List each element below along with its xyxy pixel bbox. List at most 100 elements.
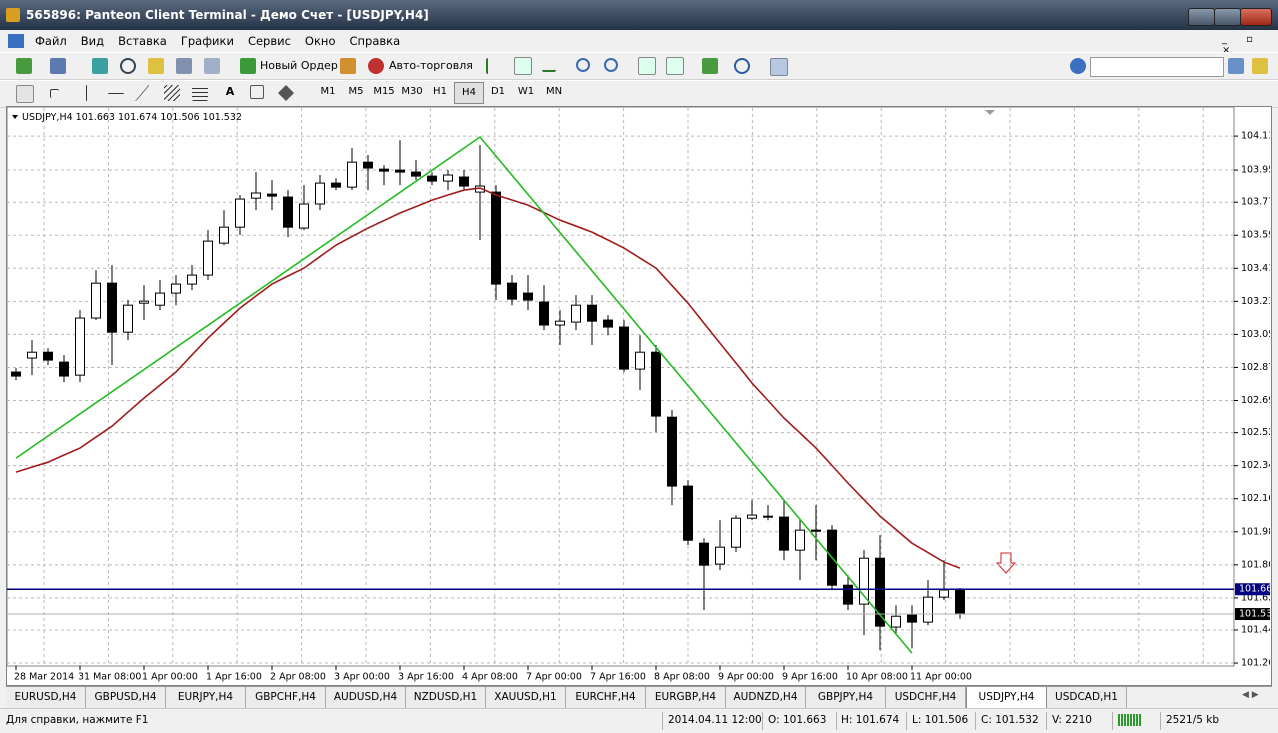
chart-tab[interactable]: EURJPY,H4 — [166, 687, 246, 709]
menu-item[interactable]: Справка — [349, 34, 401, 48]
x-tick-label: 9 Apr 16:00 — [782, 672, 838, 683]
chart-tab[interactable]: EURUSD,H4 — [6, 687, 86, 709]
mailbox-button[interactable] — [1252, 58, 1268, 74]
timeframe-button[interactable]: D1 — [490, 86, 506, 97]
periods-button[interactable] — [734, 58, 750, 74]
candle-body — [651, 351, 661, 417]
arrows-button[interactable] — [278, 85, 294, 101]
candle-body — [923, 596, 933, 623]
candle-body — [27, 351, 37, 359]
y-tick-label: 104.135 — [1241, 131, 1270, 142]
mdi-controls[interactable]: _ ▫ × — [1222, 34, 1261, 56]
menu-item[interactable]: Сервис — [247, 34, 291, 48]
text-button[interactable]: A — [225, 85, 235, 98]
terminal-button[interactable] — [176, 58, 192, 74]
chart-tab[interactable]: AUDNZD,H4 — [726, 687, 806, 709]
timeframe-button[interactable]: W1 — [517, 86, 535, 97]
search-box[interactable] — [1090, 57, 1224, 77]
menu-item[interactable]: Окно — [304, 34, 336, 48]
menu-item[interactable]: Вставка — [118, 34, 167, 48]
vline-button[interactable] — [86, 85, 88, 101]
candle-body — [203, 240, 213, 276]
autoscroll-button[interactable] — [638, 57, 656, 75]
candle-body — [843, 584, 853, 605]
candle-body — [715, 546, 725, 565]
title-bar: 565896: Panteon Client Terminal - Демо С… — [0, 0, 1278, 30]
search-button[interactable] — [1228, 58, 1244, 74]
maximize-button[interactable] — [1214, 8, 1241, 26]
chart-tab[interactable]: NZDUSD,H1 — [406, 687, 486, 709]
header-value: 101.663 — [76, 112, 115, 123]
crosshair-button[interactable] — [50, 89, 59, 98]
candle-body — [859, 557, 869, 605]
candle-chart-button[interactable] — [514, 57, 532, 75]
chart-shift-button[interactable] — [666, 57, 684, 75]
x-tick-label: 31 Mar 08:00 — [78, 672, 141, 683]
candle-body — [507, 282, 517, 300]
label-button[interactable] — [250, 85, 264, 99]
minimize-button[interactable] — [1188, 8, 1215, 26]
toolbar-main: Новый Ордер Авто-торговля — [0, 52, 1278, 80]
header-value: 101.532 — [203, 112, 242, 123]
chart-tab[interactable]: GBPCHF,H4 — [246, 687, 326, 709]
close-button[interactable] — [1240, 8, 1272, 26]
zoom-in-button[interactable] — [576, 58, 590, 72]
chart-tab[interactable]: USDCHF,H4 — [886, 687, 966, 709]
menu-bar: Файл Вид Вставка Графики Сервис Окно Справка — [0, 30, 1278, 52]
timeframe-button[interactable]: M1 — [320, 86, 336, 97]
candle-body — [731, 517, 741, 548]
market-watch-button[interactable] — [92, 58, 108, 74]
chart-tab[interactable]: USDJPY,H4 — [966, 687, 1047, 709]
indicators-button[interactable] — [702, 58, 718, 74]
data-window-button[interactable] — [120, 58, 136, 74]
timeframe-button[interactable]: M30 — [401, 86, 423, 97]
trendline — [15, 135, 913, 654]
menu-item[interactable]: Вид — [80, 34, 105, 48]
chart-tab[interactable]: EURGBP,H4 — [646, 687, 726, 709]
chart-window: 104.135 103.950 103.775 103.595 103.415 103.2… — [6, 106, 1272, 686]
new-order-button[interactable]: Новый Ордер — [260, 59, 338, 72]
auto-trading-button[interactable]: Авто-торговля — [389, 59, 473, 72]
zoom-out-button[interactable] — [604, 58, 618, 72]
timeframe-button[interactable]: M15 — [373, 86, 395, 97]
chart: 104.135 103.950 103.775 103.595 103.415 103.2… — [6, 106, 1270, 683]
chart-tab[interactable]: GBPUSD,H4 — [86, 687, 166, 709]
y-tick-label: 103.235 — [1241, 296, 1270, 307]
price-label: 101.532 — [1239, 609, 1270, 620]
chart-tab[interactable]: EURCHF,H4 — [566, 687, 646, 709]
chart-tab[interactable]: AUDUSD,H4 — [326, 687, 406, 709]
hline-button[interactable] — [108, 93, 124, 95]
cursor-button[interactable] — [16, 85, 34, 103]
tab-scroll[interactable]: ◀ ▶ — [1242, 690, 1259, 700]
separator — [906, 712, 907, 730]
templates-button[interactable] — [770, 58, 788, 76]
timeframe-button[interactable]: H4 — [454, 82, 484, 104]
profiles-button[interactable] — [50, 58, 66, 74]
status-close: C: 101.532 — [981, 714, 1039, 726]
chart-tab[interactable]: USDCAD,H1 — [1047, 687, 1127, 709]
navigator-button[interactable] — [148, 58, 164, 74]
bar-chart-button[interactable] — [486, 58, 500, 74]
fibo-button[interactable] — [192, 85, 208, 101]
timeframe-button[interactable]: MN — [545, 86, 563, 97]
chart-tab[interactable]: XAUUSD,H1 — [486, 687, 566, 709]
editor-button[interactable] — [340, 58, 356, 74]
chart-tab[interactable]: GBPJPY,H4 — [806, 687, 886, 709]
plot-frame — [6, 106, 1235, 667]
candle-body — [763, 515, 773, 518]
trendline-button[interactable] — [129, 85, 150, 101]
y-tick-label: 102.695 — [1241, 395, 1270, 406]
tester-button[interactable] — [204, 58, 220, 74]
candle-body — [939, 589, 949, 598]
candle-body — [363, 161, 373, 169]
settings-icon[interactable] — [1070, 58, 1086, 74]
channel-button[interactable] — [164, 85, 180, 101]
new-chart-button[interactable] — [16, 58, 32, 74]
candle-body — [235, 198, 245, 228]
menu-item[interactable]: Файл — [35, 34, 67, 48]
line-chart-button[interactable] — [542, 58, 556, 72]
menu-item[interactable]: Графики — [180, 34, 234, 48]
timeframe-button[interactable]: H1 — [433, 86, 447, 97]
timeframe-button[interactable]: M5 — [348, 86, 364, 97]
chart-tabs: EURUSD,H4 GBPUSD,H4 EURJPY,H4 GBPCHF,H4 AUDU… — [6, 686, 1272, 709]
